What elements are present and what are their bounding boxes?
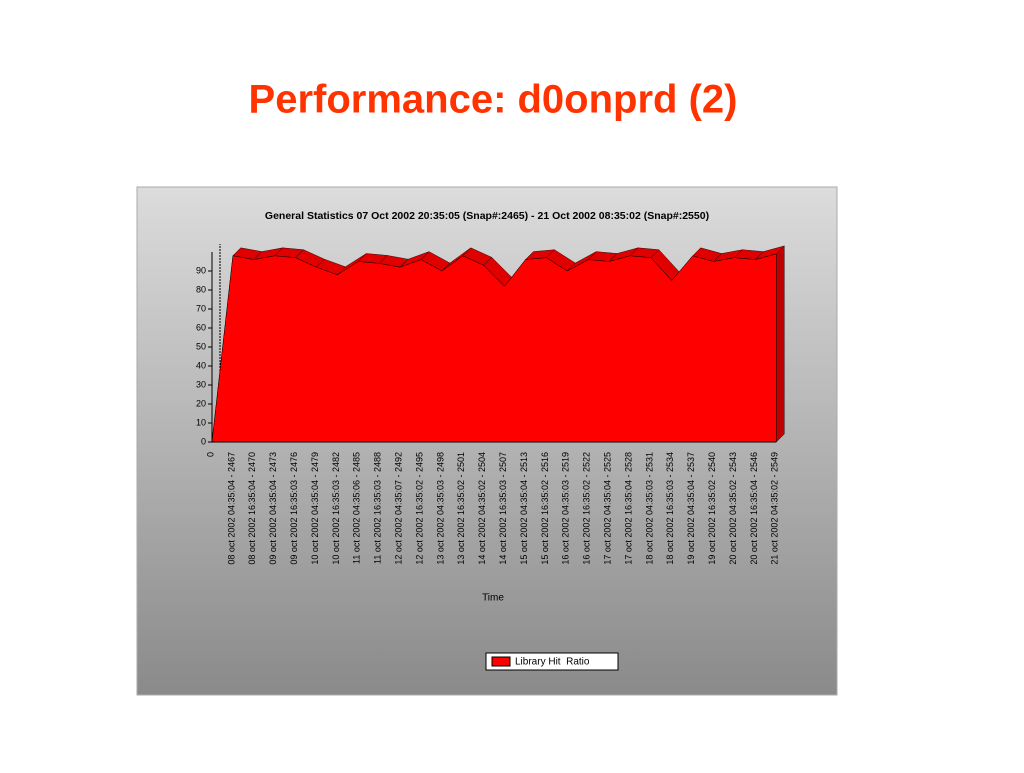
legend-box xyxy=(485,652,619,671)
x-tick-label: 09 oct 2002 04:35:04 - 2473 xyxy=(268,452,278,565)
y-tick-label: 60 xyxy=(196,322,206,332)
slide-title: Performance: d0onprd (2) xyxy=(249,78,738,122)
x-tick-label: 18 oct 2002 16:35:03 - 2534 xyxy=(665,452,675,565)
x-tick-label: 19 oct 2002 04:35:04 - 2537 xyxy=(686,452,696,565)
y-tick-label: 10 xyxy=(196,417,206,427)
x-tick-label: 09 oct 2002 16:35:03 - 2476 xyxy=(289,452,299,565)
area-side-face xyxy=(776,245,785,443)
x-tick-label: 15 oct 2002 16:35:02 - 2516 xyxy=(540,452,550,565)
x-tick-label: 08 oct 2002 16:35:04 - 2470 xyxy=(247,452,257,565)
y-tick-label: 30 xyxy=(196,379,206,389)
x-tick-label: 13 oct 2002 16:35:02 - 2501 xyxy=(456,452,466,565)
y-tick-label: 70 xyxy=(196,303,206,313)
y-tick-label: 90 xyxy=(196,265,206,275)
x-tick-label: 14 oct 2002 16:35:03 - 2507 xyxy=(498,452,508,565)
x-tick-label: 16 oct 2002 04:35:03 - 2519 xyxy=(561,452,571,565)
y-tick-label: 80 xyxy=(196,284,206,294)
legend-swatch xyxy=(491,656,511,667)
x-tick-label: 10 oct 2002 04:35:04 - 2479 xyxy=(310,452,320,565)
x-tick-label: 11 oct 2002 04:35:06 - 2485 xyxy=(352,452,362,564)
area xyxy=(211,253,777,443)
x-tick-label: 17 oct 2002 04:35:04 - 2525 xyxy=(602,452,612,565)
x-tick-label: 12 oct 2002 16:35:02 - 2495 xyxy=(414,452,424,565)
x-tick-label: 14 oct 2002 04:35:02 - 2504 xyxy=(477,452,487,565)
y-tick-label: 40 xyxy=(196,360,206,370)
x-tick-label: 15 oct 2002 04:35:04 - 2513 xyxy=(519,452,529,565)
x-tick-label: 17 oct 2002 16:35:04 - 2528 xyxy=(623,452,633,565)
x-axis-label: Time xyxy=(482,593,504,604)
x-tick-label: 18 oct 2002 04:35:03 - 2531 xyxy=(644,452,654,565)
x-tick-label: 11 oct 2002 16:35:03 - 2488 xyxy=(373,452,383,564)
legend-label: Library Hit Ratio xyxy=(515,657,590,668)
x-tick-label: 20 oct 2002 16:35:04 - 2546 xyxy=(749,452,759,565)
y-tick-label: 20 xyxy=(196,398,206,408)
x-tick-label: 08 oct 2002 04:35:04 - 2467 xyxy=(226,452,236,565)
chart-title: General Statistics 07 Oct 2002 20:35:05 … xyxy=(265,210,709,222)
x-tick-label: 13 oct 2002 04:35:03 - 2498 xyxy=(435,452,445,565)
x-tick-label: 12 oct 2002 04:35:07 - 2492 xyxy=(393,452,403,565)
x-tick-label: 19 oct 2002 16:35:02 - 2540 xyxy=(707,452,717,565)
y-tick-label: 0 xyxy=(201,436,206,446)
x-tick-label: 10 oct 2002 16:35:03 - 2482 xyxy=(331,452,341,565)
x-tick-label: 21 oct 2002 04:35:02 - 2549 xyxy=(770,452,780,565)
x-tick-label: 16 oct 2002 16:35:02 - 2522 xyxy=(582,452,592,565)
y-tick-label: 50 xyxy=(196,341,206,351)
x-tick-label: 0 xyxy=(205,452,215,457)
x-tick-label: 20 oct 2002 04:35:02 - 2543 xyxy=(728,452,738,565)
